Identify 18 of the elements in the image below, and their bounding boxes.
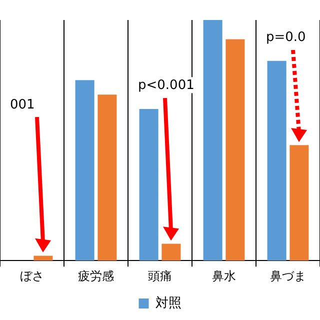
bar [267,60,286,261]
bar [162,244,181,261]
bar [203,20,222,261]
x-tick-label: 疲労感 [78,268,114,283]
bar [34,256,53,261]
x-tick-label: 鼻づま [270,268,306,283]
bar [75,80,94,261]
x-tick-label: ぼさ [20,268,44,283]
annotation: p=0.0 [266,30,306,45]
legend-label: 対照 [155,294,182,311]
x-tick-label: 鼻水 [212,268,236,283]
bar [98,94,117,261]
annotation: 001 [10,97,35,112]
bar [139,109,158,261]
annotation: p<0.001 [138,78,194,94]
x-tick-label: 頭痛 [148,268,172,283]
bar [226,39,245,261]
bar [290,145,309,261]
